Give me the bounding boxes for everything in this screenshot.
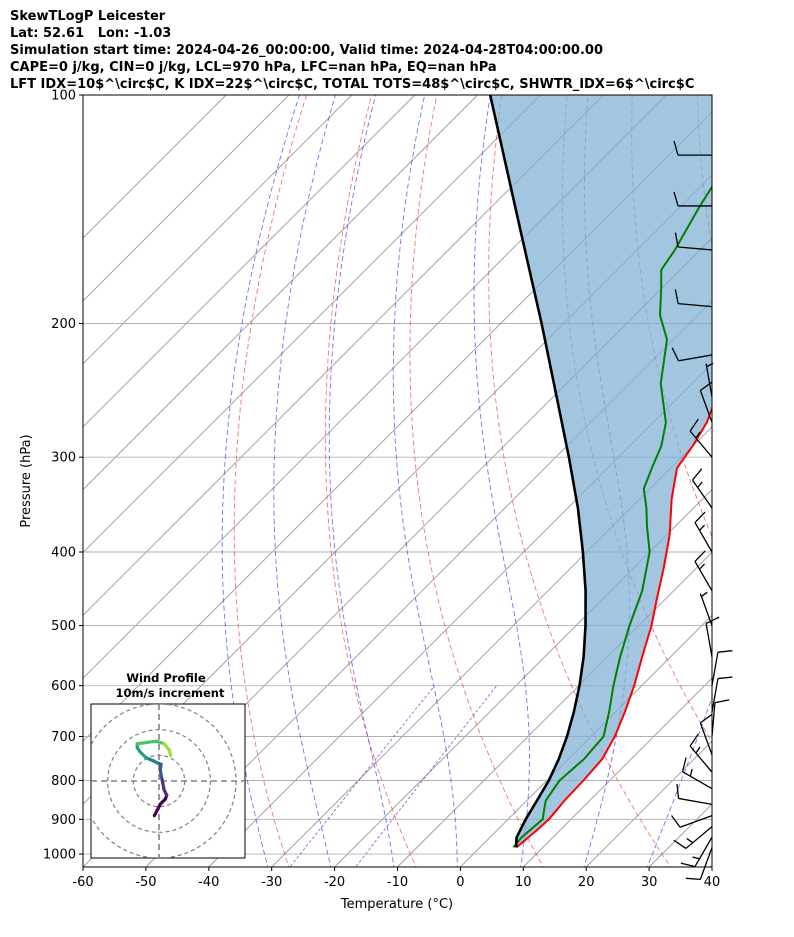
x-tick-label: -40 (198, 875, 219, 890)
isotherm-line (83, 95, 290, 302)
y-tick-label: 800 (51, 774, 76, 789)
mixing-ratio-line (355, 685, 498, 867)
y-tick-label: 1000 (43, 848, 76, 863)
dry-adiabat (761, 78, 794, 870)
moist-adiabat (646, 696, 712, 867)
isotherm-line (522, 677, 712, 867)
isotherm-line (83, 95, 416, 428)
hodograph-segment (167, 748, 173, 757)
x-tick-label: 30 (641, 875, 658, 890)
hodograph-segment (152, 802, 162, 818)
x-tick-label: 10 (515, 875, 532, 890)
x-tick-label: -60 (72, 875, 93, 890)
title-latlon: Lat: 52.61 Lon: -1.03 (10, 26, 172, 41)
wind-barb (681, 757, 713, 790)
y-tick-label: 100 (51, 89, 76, 104)
parcel-path-line (488, 95, 587, 848)
title-times: Simulation start time: 2024-04-26_00:00:… (10, 43, 603, 58)
y-tick-label: 700 (51, 730, 76, 745)
y-axis-label: Pressure (hPa) (19, 434, 34, 527)
y-tick-label: 300 (51, 451, 76, 466)
moist-adiabat (709, 862, 712, 867)
wind-barb (673, 140, 712, 156)
y-tick-label: 600 (51, 679, 76, 694)
wind-barb (674, 232, 713, 251)
isotherm-line (334, 488, 712, 867)
wind-barb (691, 468, 713, 509)
x-tick-label: -10 (387, 875, 408, 890)
wind-barb (670, 815, 713, 828)
wind-barb (671, 347, 713, 362)
wind-barbs (670, 140, 733, 881)
hodograph-title: Wind Profile (126, 671, 206, 685)
isotherm-line (83, 95, 227, 239)
moist-adiabats (221, 95, 712, 867)
hodograph-segment (144, 739, 159, 745)
title-indices-lifted: LFT IDX=10$^\circ$C, K IDX=22$^\circ$C, … (10, 77, 695, 92)
mixing-ratio-lines (289, 685, 498, 867)
x-axis-ticks: -60 -50 -40 -30 -20 -10 0 10 20 30 40 (72, 867, 720, 890)
x-tick-label: -20 (324, 875, 345, 890)
wind-barb (674, 289, 713, 308)
moist-adiabat (273, 95, 336, 867)
wind-barb (711, 650, 733, 686)
wind-barb (705, 362, 714, 398)
x-tick-label: -30 (261, 875, 282, 890)
isotherm-line (83, 95, 353, 365)
isotherm-line (711, 866, 712, 867)
isotherm-line (83, 95, 478, 491)
wind-barb (673, 191, 712, 207)
dry-adiabat (409, 95, 544, 867)
wind-barb (685, 847, 713, 881)
wind-barb (705, 616, 720, 658)
moist-adiabat (392, 95, 458, 867)
title-station: SkewTLogP Leicester (10, 9, 166, 24)
y-tick-label: 200 (51, 317, 76, 332)
isotherm-line (83, 95, 541, 554)
wind-barb (699, 713, 713, 756)
dewpoint-line (512, 184, 712, 849)
y-tick-label: 500 (51, 619, 76, 634)
dry-adiabat (488, 95, 672, 867)
hodograph-subtitle: 10m/s increment (116, 686, 225, 700)
dry-adiabat (324, 95, 417, 867)
mixing-ratio-line (289, 685, 435, 867)
isotherm-line (145, 300, 712, 867)
cape-cin-fill (490, 95, 712, 848)
wind-barb (680, 836, 713, 868)
main-plot-area: -60 -50 -40 -30 -20 -10 0 10 20 30 40 100 200 300 400… (19, 78, 794, 912)
x-tick-label: -50 (135, 875, 156, 890)
y-axis-ticks: 100 200 300 400 500 600 700 800 900 1000 (43, 89, 83, 863)
y-tick-label: 400 (51, 546, 76, 561)
x-tick-label: 20 (578, 875, 595, 890)
moist-adiabat (328, 95, 395, 867)
x-tick-label: 0 (456, 875, 464, 890)
moist-adiabat (221, 95, 300, 867)
wind-profile-hodograph: Wind Profile 10m/s increment (90, 671, 246, 859)
isotherm-line (83, 95, 604, 617)
wind-barb (694, 550, 713, 592)
wind-barb (676, 783, 713, 805)
isotherm-line (397, 551, 712, 867)
y-tick-label: 900 (51, 813, 76, 828)
wind-barb (711, 699, 730, 737)
isotherm-line (775, 95, 794, 867)
title-indices-cape: CAPE=0 j/kg, CIN=0 j/kg, LCL=970 hPa, LF… (10, 60, 497, 75)
wind-barb (694, 511, 713, 553)
chart-title-block: SkewTLogP Leicester Lat: 52.61 Lon: -1.0… (10, 8, 694, 93)
x-axis-label: Temperature (°C) (340, 897, 453, 912)
wind-barb (711, 676, 733, 713)
temperature-line (515, 406, 712, 849)
wind-barb (689, 733, 713, 773)
moist-adiabat (473, 95, 530, 867)
wind-barb (673, 826, 713, 849)
dry-adiabat (233, 95, 307, 867)
x-tick-label: 40 (704, 875, 721, 890)
wind-barb (699, 591, 713, 626)
wind-barb (689, 418, 713, 458)
